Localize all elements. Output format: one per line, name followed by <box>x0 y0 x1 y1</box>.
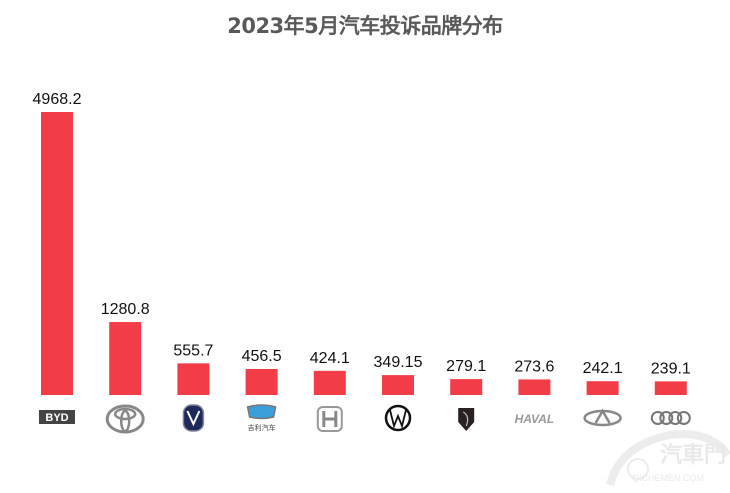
svg-text:吉利汽车: 吉利汽车 <box>248 423 276 432</box>
watermark-url: QICHEMEN.COM <box>632 473 704 483</box>
byd-logo-icon: BYD <box>39 410 75 424</box>
bar-byd <box>41 112 73 395</box>
bar-volkswagen <box>382 375 414 395</box>
data-label: 1280.8 <box>101 301 150 318</box>
watermark-name: 汽車門 <box>660 443 727 468</box>
watermark: 汽車門 QICHEMEN.COM <box>600 425 730 493</box>
bar-peugeot <box>450 379 483 395</box>
data-label: 242.1 <box>583 360 623 377</box>
bar-toyota <box>109 322 142 395</box>
toyota-logo-icon <box>105 404 145 434</box>
watermark-car-icon <box>606 430 730 487</box>
data-label: 424.1 <box>310 350 350 367</box>
data-label: 239.1 <box>651 360 691 377</box>
peugeot-logo-icon <box>458 408 475 431</box>
changan-logo-icon <box>182 404 205 432</box>
chart-title: 2023年5月汽车投诉品牌分布 <box>227 14 503 38</box>
data-label: 349.15 <box>374 354 423 371</box>
svg-text:BYD: BYD <box>45 412 68 424</box>
audi-logo-icon <box>650 411 691 425</box>
bar-chery <box>586 381 619 395</box>
geely-logo-icon: 吉利汽车 <box>246 404 277 432</box>
data-label: 273.6 <box>514 358 554 375</box>
bar-audi <box>654 381 687 395</box>
bar-honda <box>313 370 346 395</box>
volkswagen-logo-icon <box>384 404 412 432</box>
honda-logo-icon <box>316 406 343 432</box>
bar-changan <box>177 363 210 395</box>
data-label: 456.5 <box>242 348 282 365</box>
data-label: 4968.2 <box>33 91 82 108</box>
haval-logo-icon: HAVAL <box>515 412 555 426</box>
data-label: 279.1 <box>446 358 486 375</box>
svg-text:HAVAL: HAVAL <box>515 412 555 426</box>
bar-geely <box>245 368 278 395</box>
bar-haval <box>518 379 551 395</box>
chery-logo-icon <box>583 408 622 427</box>
data-label: 555.7 <box>173 342 213 359</box>
